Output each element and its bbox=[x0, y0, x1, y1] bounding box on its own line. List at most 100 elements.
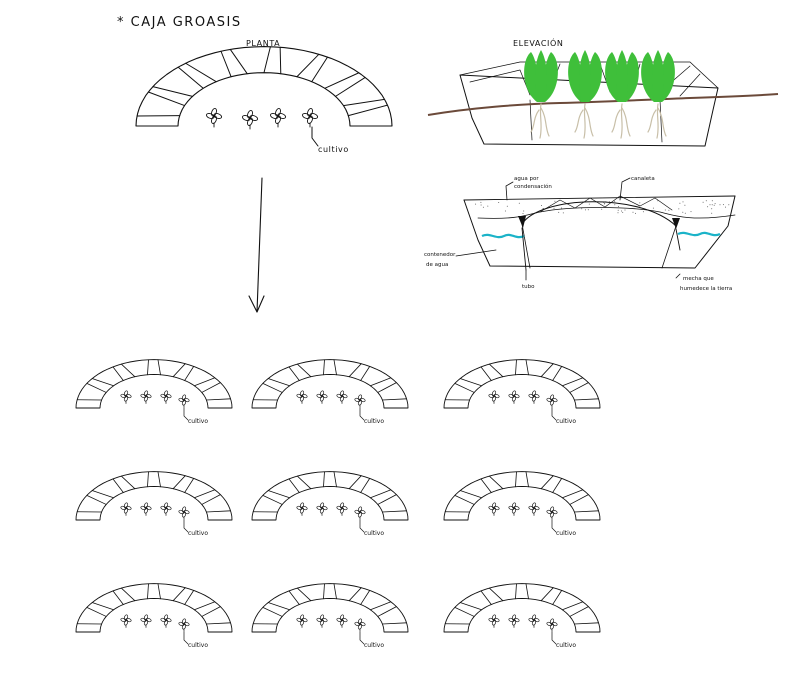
label-container-2: de agua bbox=[426, 262, 448, 268]
arch-segment bbox=[185, 590, 194, 604]
arch-segment bbox=[349, 476, 361, 489]
arch-segment bbox=[455, 383, 474, 392]
roots bbox=[531, 104, 666, 138]
root-lines bbox=[531, 104, 549, 138]
section-view: agua por condensación canaleta contenedo… bbox=[424, 176, 735, 292]
arch-segment bbox=[206, 623, 230, 624]
arch-segment bbox=[455, 495, 474, 504]
arch-segment bbox=[289, 367, 299, 381]
arch-segment bbox=[92, 491, 113, 498]
flower-icon bbox=[178, 394, 189, 407]
flower-icon bbox=[336, 614, 347, 627]
flower-icon bbox=[120, 614, 131, 627]
arch-segment bbox=[87, 607, 106, 616]
label-water-condensation-2: condensación bbox=[514, 183, 552, 190]
arch-segment bbox=[297, 364, 311, 377]
arch-segment bbox=[323, 360, 324, 375]
arch-segment bbox=[361, 590, 370, 604]
flower-icon bbox=[528, 390, 539, 403]
flower-icon bbox=[546, 394, 557, 407]
arch-segment bbox=[194, 602, 214, 610]
arch-segment bbox=[526, 360, 529, 375]
arch-segment bbox=[173, 476, 185, 489]
label-wick-1: mecha que bbox=[683, 276, 714, 282]
arch-outline bbox=[252, 584, 408, 632]
plant-icon bbox=[605, 50, 639, 102]
arch-segment bbox=[312, 57, 328, 82]
arch-outline bbox=[76, 360, 232, 408]
arch-segment bbox=[378, 495, 397, 505]
plant-icon bbox=[641, 50, 675, 102]
arch-segment bbox=[147, 472, 148, 487]
arch-segment bbox=[147, 360, 148, 375]
elevation-heading: ELEVACIÓN bbox=[513, 37, 564, 48]
arch-segment bbox=[263, 495, 282, 504]
cell-cultivo-label: cultivo bbox=[364, 642, 384, 649]
flower-icon bbox=[488, 614, 499, 627]
arch-segment bbox=[526, 472, 529, 487]
arch-outline bbox=[76, 472, 232, 520]
flower-icon bbox=[296, 502, 307, 515]
arch-segment bbox=[263, 383, 282, 392]
arch-segment bbox=[349, 364, 361, 377]
plant-icon bbox=[568, 50, 602, 102]
flower-icon bbox=[316, 614, 327, 627]
arch-segment bbox=[153, 87, 193, 97]
arch-segment bbox=[147, 584, 148, 599]
plan-arch bbox=[136, 47, 392, 126]
section-box bbox=[464, 196, 735, 268]
arch-segment bbox=[481, 591, 491, 605]
flower-icon bbox=[178, 506, 189, 519]
arch-segment bbox=[173, 364, 185, 377]
cell-cultivo-label: cultivo bbox=[556, 530, 576, 537]
flower-icon bbox=[296, 390, 307, 403]
cell-cultivo-label: cultivo bbox=[556, 418, 576, 425]
plan-view: PLANTA cultivo bbox=[136, 39, 392, 154]
flower-icon bbox=[140, 502, 151, 515]
water-right bbox=[678, 233, 720, 235]
label-tube: tubo bbox=[522, 284, 535, 290]
flower-icon bbox=[336, 502, 347, 515]
flower-icon bbox=[120, 502, 131, 515]
flower-icon bbox=[488, 502, 499, 515]
arch-segment bbox=[574, 399, 598, 400]
flower-icon bbox=[354, 506, 365, 519]
arch-segment bbox=[113, 367, 123, 381]
label-wick-2: humedece la tierra bbox=[680, 286, 732, 292]
arch-segment bbox=[297, 54, 319, 76]
arch-segment bbox=[370, 378, 390, 386]
soil-line bbox=[428, 94, 778, 115]
label-water-condensation-1: agua por bbox=[514, 176, 539, 182]
arch-segment bbox=[325, 73, 359, 89]
transform-arrow bbox=[249, 178, 264, 312]
arch-segment bbox=[323, 584, 324, 599]
arch-segment bbox=[460, 491, 481, 498]
arch-segment bbox=[515, 584, 516, 599]
arch-segment bbox=[481, 479, 491, 493]
arch-segment bbox=[334, 472, 337, 487]
arch-grid: cultivo cultivo cultivo cultivo cultivo culti… bbox=[76, 360, 600, 649]
flower-icon bbox=[354, 618, 365, 631]
arch-segment bbox=[349, 588, 361, 601]
arch-outline bbox=[444, 584, 600, 632]
arch-segment bbox=[489, 364, 503, 377]
arch-cell: cultivo bbox=[252, 472, 408, 537]
arch-segment bbox=[562, 602, 582, 610]
elevation-view: ELEVACIÓN bbox=[428, 37, 778, 146]
arch-segment bbox=[370, 490, 390, 498]
flower-icon bbox=[160, 502, 171, 515]
arch-segment bbox=[348, 105, 387, 115]
arch-segment bbox=[382, 623, 406, 624]
arch-cell: cultivo bbox=[444, 584, 600, 649]
flower-icon bbox=[546, 618, 557, 631]
arch-segment bbox=[264, 47, 270, 73]
arch-cell: cultivo bbox=[444, 360, 600, 425]
flower-icon bbox=[316, 390, 327, 403]
arch-segment bbox=[185, 366, 194, 380]
arch-segment bbox=[297, 588, 311, 601]
arch-segment bbox=[206, 511, 230, 512]
arch-segment bbox=[334, 584, 337, 599]
flower-icon bbox=[528, 502, 539, 515]
arch-segment bbox=[202, 495, 221, 505]
arch-segment bbox=[526, 584, 529, 599]
